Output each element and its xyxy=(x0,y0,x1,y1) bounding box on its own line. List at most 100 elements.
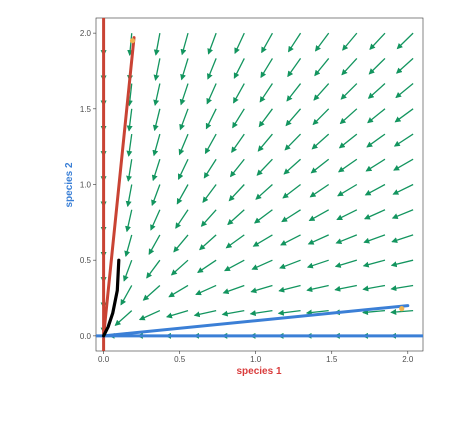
x-tick-label: 0.0 xyxy=(98,355,110,364)
vector-arrow xyxy=(228,184,245,202)
vector-arrow xyxy=(362,309,386,316)
vector-arrow xyxy=(393,133,414,147)
vector-arrow xyxy=(282,183,301,199)
vector-arrow xyxy=(307,234,329,245)
vector-arrow xyxy=(363,209,386,220)
vector-arrow xyxy=(127,33,134,57)
vector-arrow xyxy=(221,309,245,317)
vector-arrow xyxy=(337,183,358,197)
vector-arrow xyxy=(313,83,330,101)
plot-panel xyxy=(95,17,424,352)
vector-arrow xyxy=(178,133,189,156)
vector-arrow xyxy=(173,234,189,253)
vector-arrow xyxy=(286,83,302,102)
vector-arrow xyxy=(288,32,302,53)
y-axis-title: species 2 xyxy=(64,162,75,207)
vector-arrow xyxy=(200,209,217,227)
equilibrium-point xyxy=(129,38,136,44)
y-tick-label: 0.0 xyxy=(80,332,92,341)
vector-arrow xyxy=(232,108,245,129)
vector-arrow xyxy=(368,57,386,75)
vector-arrow xyxy=(337,158,358,173)
x-tick-label: 0.5 xyxy=(174,355,186,364)
vector-arrow xyxy=(255,184,273,200)
vector-arrow xyxy=(229,158,245,178)
vector-arrow xyxy=(123,259,133,282)
vector-arrow xyxy=(308,209,330,222)
vector-arrow xyxy=(362,284,386,292)
vector-arrow xyxy=(395,57,414,74)
vector-arrow xyxy=(341,57,358,76)
y-tick-label: 2.0 xyxy=(80,29,92,38)
trajectory-line xyxy=(102,258,121,338)
vector-arrow xyxy=(151,184,161,207)
vector-arrow xyxy=(310,158,330,174)
vector-arrow xyxy=(257,133,273,152)
vector-arrow xyxy=(391,234,414,244)
vector-arrow xyxy=(227,209,245,226)
vector-arrow xyxy=(277,309,301,316)
vector-arrow xyxy=(233,58,245,79)
vector-arrow xyxy=(254,209,273,224)
vector-arrow xyxy=(392,183,414,195)
vector-arrow xyxy=(234,32,245,54)
vector-arrow xyxy=(279,259,301,270)
vector-arrow xyxy=(231,133,245,153)
vector-arrow xyxy=(180,32,189,56)
vector-arrow xyxy=(258,108,273,128)
vector-arrow xyxy=(150,209,161,231)
vector-arrow xyxy=(395,83,414,99)
nullcline-lines xyxy=(96,18,423,351)
vector-arrow xyxy=(305,309,329,316)
vector-arrow xyxy=(394,108,414,123)
vector-arrow xyxy=(390,284,414,292)
vector-arrow xyxy=(336,209,358,221)
vector-arrow xyxy=(393,158,414,171)
vector-arrow xyxy=(175,209,189,229)
vector-arrow xyxy=(146,259,161,279)
vector-arrow xyxy=(365,158,386,172)
vector-arrow xyxy=(165,309,189,319)
vector-arrow xyxy=(249,309,273,317)
vector-arrow xyxy=(391,209,414,219)
vector-arrow xyxy=(199,234,217,251)
vector-arrow xyxy=(125,184,133,208)
vector-arrow xyxy=(250,284,273,294)
vector-arrow xyxy=(312,108,330,126)
equilibrium-point xyxy=(399,306,405,312)
vector-arrow xyxy=(314,32,330,52)
vector-arrow xyxy=(366,133,386,148)
vector-arrow xyxy=(364,183,386,196)
vector-arrow xyxy=(334,259,358,268)
vector-arrow xyxy=(120,285,133,306)
vector-arrow xyxy=(367,83,386,99)
vector-arrow xyxy=(390,259,414,268)
vector-arrow xyxy=(225,234,245,249)
vector-arrow xyxy=(284,133,302,151)
vector-arrow xyxy=(197,259,217,274)
vector-arrow xyxy=(390,308,414,315)
vector-arrow xyxy=(152,133,161,157)
vector-arrow xyxy=(369,32,386,50)
vector-arrow xyxy=(177,158,189,180)
vector-arrow xyxy=(124,234,133,258)
vector-arrow xyxy=(287,58,302,78)
x-tick-label: 1.0 xyxy=(250,355,262,364)
vector-arrow xyxy=(222,284,245,295)
vector-arrow xyxy=(311,133,330,150)
vector-arrow xyxy=(114,310,133,326)
vector-arrow xyxy=(126,108,133,132)
vector-arrow xyxy=(153,58,161,81)
vector-arrow xyxy=(180,58,189,81)
vector-arrow xyxy=(260,58,273,79)
vector-arrow xyxy=(168,284,189,298)
vector-arrow xyxy=(126,159,133,182)
vector-arrow xyxy=(251,259,273,270)
vector-arrow xyxy=(259,83,273,103)
x-tick-label: 1.5 xyxy=(326,355,338,364)
vector-arrow xyxy=(193,309,217,318)
vector-arrow xyxy=(363,234,386,244)
vector-arrow xyxy=(334,284,357,292)
vector-arrow xyxy=(153,33,161,56)
y-axis: 0.0 0.5 1.0 1.5 2.0 xyxy=(80,29,96,341)
